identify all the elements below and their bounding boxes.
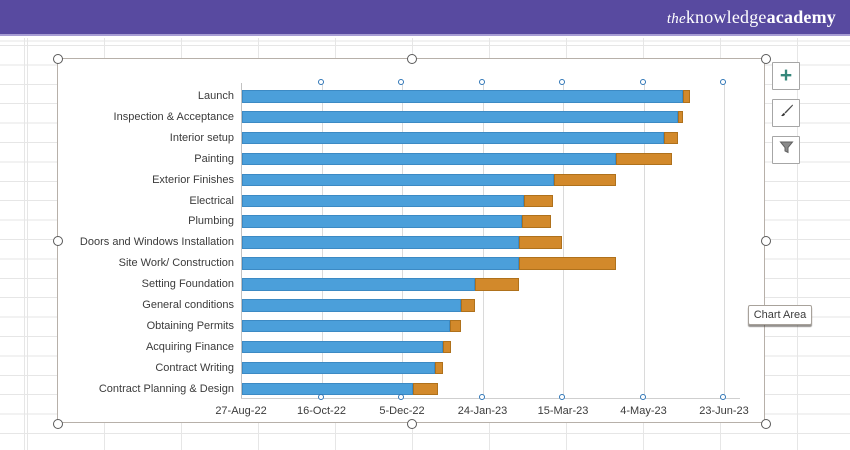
bar-start-segment[interactable]: [242, 152, 616, 166]
bar-duration-segment[interactable]: [449, 319, 461, 333]
category-label: Contract Writing: [155, 361, 234, 374]
bar-start-segment[interactable]: [242, 236, 519, 249]
category-label: Inspection & Acceptance: [113, 110, 234, 123]
bar-start-segment[interactable]: [242, 257, 519, 270]
x-axis-tick-label: 23-Jun-23: [699, 405, 749, 417]
value-axis-line: [241, 83, 242, 398]
bar-start-segment[interactable]: [242, 173, 555, 187]
chart-selection-handle[interactable]: [760, 418, 771, 429]
logo-academy: academy: [766, 6, 836, 27]
bar-start-segment[interactable]: [242, 340, 444, 354]
category-axis-line: [241, 398, 741, 399]
gridline-handle[interactable]: [317, 394, 324, 400]
category-label: Doors and Windows Installation: [79, 236, 234, 249]
major-gridline[interactable]: [724, 83, 725, 398]
bar-duration-segment[interactable]: [678, 110, 684, 124]
worksheet[interactable]: Launch Inspection & Acceptance Interior se…: [0, 38, 850, 450]
category-label: Acquiring Finance: [145, 340, 234, 353]
category-label: Setting Foundation: [141, 278, 234, 291]
bar-duration-segment[interactable]: [475, 278, 519, 291]
bar-duration-segment[interactable]: [523, 194, 553, 207]
gridline-handle[interactable]: [478, 79, 485, 85]
bar-duration-segment[interactable]: [435, 361, 444, 375]
chart-selection-handle[interactable]: [52, 418, 63, 429]
chart-selection-handle[interactable]: [406, 53, 417, 64]
x-axis-tick-label: 16-Oct-22: [297, 405, 346, 417]
category-label: Launch: [197, 90, 234, 102]
category-label: Site Work/ Construction: [118, 257, 234, 270]
bar-duration-segment[interactable]: [522, 215, 552, 228]
x-axis-tick-label: 15-Mar-23: [537, 405, 589, 417]
bar-start-segment[interactable]: [242, 361, 436, 375]
brand-header: theknowledgeacademy: [0, 0, 850, 36]
bar-start-segment[interactable]: [242, 319, 450, 333]
bar-duration-segment[interactable]: [460, 299, 476, 312]
major-gridline[interactable]: [643, 83, 645, 398]
bar-duration-segment[interactable]: [663, 131, 679, 145]
x-axis-tick-label: 4-May-23: [620, 405, 667, 417]
bar-start-segment[interactable]: [242, 131, 664, 145]
bar-duration-segment[interactable]: [554, 173, 616, 187]
bar-duration-segment[interactable]: [683, 90, 690, 103]
chart-selection-handle[interactable]: [52, 53, 63, 64]
category-label: Interior setup: [169, 131, 234, 144]
chart-area-tooltip: Chart Area: [748, 305, 812, 325]
gridline-handle[interactable]: [559, 394, 565, 400]
gridline-handle[interactable]: [639, 79, 646, 85]
category-label: Painting: [194, 152, 234, 165]
gridline-handle[interactable]: [639, 394, 646, 400]
category-label: Plumbing: [188, 215, 234, 228]
gantt-chart[interactable]: Launch Inspection & Acceptance Interior se…: [52, 53, 771, 429]
bar-start-segment[interactable]: [242, 194, 524, 207]
gridline-handle[interactable]: [720, 79, 726, 85]
category-label: Electrical: [189, 194, 234, 207]
x-axis-tick-label: 27-Aug-22: [215, 405, 267, 417]
bar-duration-segment[interactable]: [615, 152, 672, 166]
chart-selection-handle[interactable]: [406, 418, 417, 429]
gridline-handle[interactable]: [720, 394, 726, 400]
gridline-handle[interactable]: [317, 79, 324, 85]
funnel-icon: [778, 140, 794, 160]
gridline-handle[interactable]: [398, 79, 404, 85]
bar-duration-segment[interactable]: [412, 382, 439, 396]
brush-icon: [778, 103, 794, 124]
category-label: Obtaining Permits: [146, 319, 234, 332]
category-label: General conditions: [142, 299, 234, 311]
x-axis-tick-label: 24-Jan-23: [457, 405, 508, 417]
chart-selection-handle[interactable]: [52, 236, 63, 246]
chart-filters-button[interactable]: [772, 136, 800, 164]
bar-duration-segment[interactable]: [518, 236, 563, 249]
bar-start-segment[interactable]: [242, 299, 461, 312]
bar-duration-segment[interactable]: [518, 257, 616, 270]
gridline-handle[interactable]: [559, 79, 565, 85]
bar-start-segment[interactable]: [242, 278, 476, 291]
logo-knowledge: knowledge: [685, 6, 767, 27]
category-label: Exterior Finishes: [152, 173, 234, 186]
major-gridline[interactable]: [563, 83, 564, 398]
chart-elements-button[interactable]: +: [772, 62, 800, 90]
category-label: Contract Planning & Design: [98, 382, 234, 395]
bar-start-segment[interactable]: [242, 382, 413, 396]
bar-start-segment[interactable]: [242, 215, 523, 228]
bar-duration-segment[interactable]: [443, 340, 452, 354]
logo-the: the: [666, 10, 686, 27]
x-axis-tick-label: 5-Dec-22: [379, 405, 425, 417]
bar-start-segment[interactable]: [242, 110, 679, 124]
gridline-handle[interactable]: [478, 394, 485, 400]
bar-start-segment[interactable]: [242, 90, 684, 103]
chart-styles-button[interactable]: [772, 99, 800, 127]
gridline-handle[interactable]: [398, 394, 404, 400]
chart-selection-handle[interactable]: [760, 53, 771, 64]
knowledge-academy-logo: theknowledgeacademy: [667, 7, 836, 28]
chart-selection-handle[interactable]: [760, 236, 771, 246]
plus-icon: +: [779, 63, 793, 87]
